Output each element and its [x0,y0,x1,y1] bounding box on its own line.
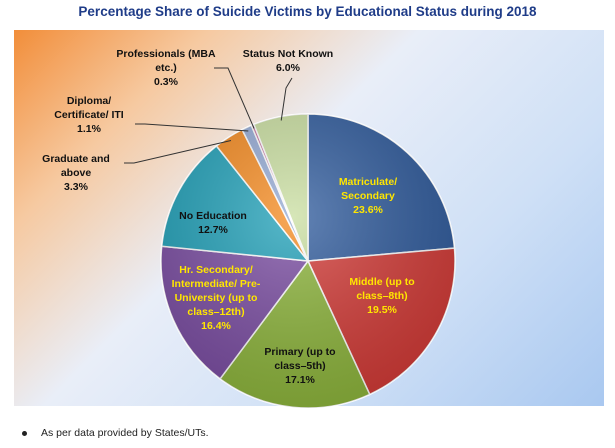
slice-label: Middle (up to class–8th) 19.5% [349,276,414,316]
slice-label: Status Not Known 6.0% [243,48,333,74]
slice-label: Matriculate/Secondary 23.6% [339,176,397,216]
leader-line [124,140,232,164]
slice-label: No Education 12.7% [179,210,247,236]
leader-line [214,67,255,129]
bullet-icon [22,430,27,436]
leader-line [135,123,249,132]
leader-line [280,77,293,121]
footnote-text: As per data provided by States/UTs. [41,427,209,439]
slice-label: Graduate and above 3.3% [42,153,110,193]
chart-title: Percentage Share of Suicide Victims by E… [78,4,537,19]
slice-label: Hr. Secondary/Intermediate/ Pre-Universi… [172,264,261,332]
footnote: As per data provided by States/UTs. [22,427,209,439]
slice-label: Primary (up to class–5th) 17.1% [264,346,335,386]
slice-label: Professionals (MBA etc.) 0.3% [116,48,216,88]
slice-label: Diploma/Certificate/ ITI 1.1% [54,95,124,135]
